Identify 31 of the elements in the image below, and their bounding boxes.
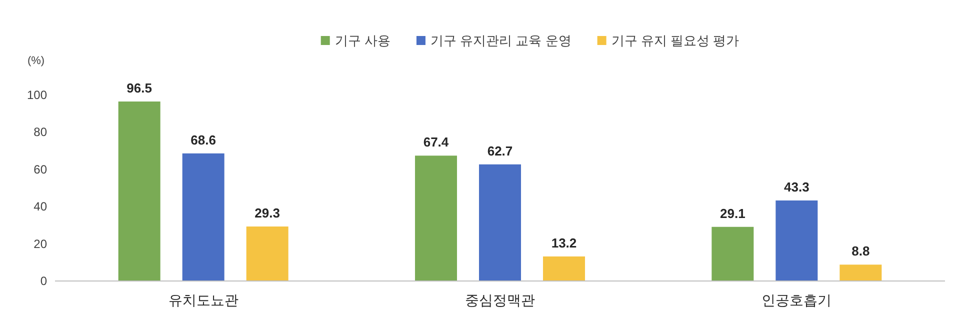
data-label: 68.6 xyxy=(190,132,216,148)
x-tick-label: 유치도뇨관 xyxy=(168,292,238,308)
legend-label: 기구 사용 xyxy=(334,33,390,48)
data-label: 13.2 xyxy=(551,235,577,250)
data-label: 8.8 xyxy=(852,244,870,259)
bar xyxy=(712,226,754,281)
x-tick-label: 인공호흡기 xyxy=(762,292,832,308)
data-label: 29.1 xyxy=(720,206,746,221)
y-tick-label: 80 xyxy=(34,125,48,140)
data-label: 62.7 xyxy=(487,143,513,158)
y-tick-label: 0 xyxy=(40,274,48,288)
y-axis-title: (%) xyxy=(27,55,45,67)
data-label: 96.5 xyxy=(126,80,152,96)
y-tick-label: 60 xyxy=(34,162,48,176)
bar xyxy=(479,164,521,281)
x-tick-label: 중심정맥관 xyxy=(465,292,535,308)
data-label: 29.3 xyxy=(254,206,280,220)
bar xyxy=(840,264,882,281)
y-tick-label: 20 xyxy=(34,236,48,251)
bar xyxy=(415,156,457,281)
bar xyxy=(118,102,160,281)
data-label: 67.4 xyxy=(423,134,450,150)
bar xyxy=(543,256,585,281)
y-tick-label: 100 xyxy=(26,88,48,102)
data-label: 43.3 xyxy=(784,179,810,194)
legend-label: 기구 유지관리 교육 운영 xyxy=(430,33,572,48)
bar xyxy=(776,200,818,281)
legend-label: 기구 유지 필요성 평가 xyxy=(611,33,740,48)
bar xyxy=(182,153,224,281)
bar xyxy=(246,226,288,281)
y-tick-label: 40 xyxy=(34,200,48,214)
